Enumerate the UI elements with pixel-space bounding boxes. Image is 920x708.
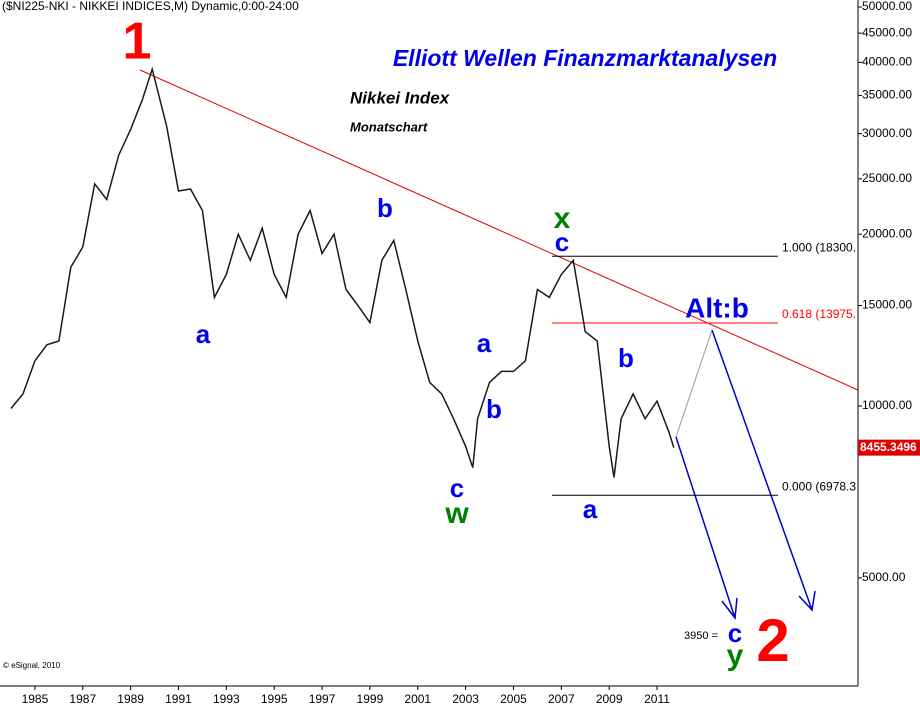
wave-label: a	[196, 319, 211, 349]
projection	[675, 329, 713, 438]
y-tick-label: 10000.00	[862, 398, 912, 412]
y-tick-label: 45000.00	[862, 25, 912, 39]
projection-arrow	[711, 329, 813, 611]
subtitle: Nikkei Index	[350, 88, 451, 107]
wave-label: w	[444, 497, 469, 530]
y-tick-label: 40000.00	[862, 54, 912, 68]
x-tick-label: 2009	[596, 692, 623, 706]
fib-label: 0.000 (6978.3	[782, 479, 856, 493]
wave-label: 2	[756, 607, 789, 674]
x-tick-label: 1993	[213, 692, 240, 706]
credit: © eSignal, 2010	[3, 661, 61, 670]
wave-label: 1	[123, 13, 152, 71]
x-tick-label: 1997	[309, 692, 336, 706]
y-tick-label: 30000.00	[862, 126, 912, 140]
arrowhead	[721, 597, 738, 620]
wave-label: Alt:b	[685, 292, 749, 323]
x-tick-label: 1985	[22, 692, 49, 706]
wave-label: c	[450, 473, 464, 503]
wave-label: a	[583, 494, 598, 524]
wave-label: a	[477, 328, 492, 358]
y-tick-label: 15000.00	[862, 298, 912, 312]
trendline	[139, 69, 859, 391]
wave-label: c	[728, 618, 742, 648]
fib-label: 1.000 (18300.	[782, 240, 856, 254]
last-price-box	[858, 439, 920, 456]
header: ($NI225-NKI - NIKKEI INDICES,M) Dynamic,…	[2, 0, 299, 13]
y-tick-label: 35000.00	[862, 88, 912, 102]
x-tick-label: 1987	[69, 692, 96, 706]
y-tick-label: 25000.00	[862, 171, 912, 185]
x-tick-label: 2003	[452, 692, 479, 706]
x-tick-label: 2001	[404, 692, 431, 706]
x-tick-label: 2005	[500, 692, 527, 706]
wave-label: b	[618, 343, 634, 373]
x-tick-label: 1995	[261, 692, 288, 706]
wave-label: b	[377, 193, 393, 223]
projection-arrow	[675, 436, 736, 619]
y-tick-label: 5000.00	[862, 570, 906, 584]
target-label: 3950 =	[684, 630, 718, 642]
price-line	[10, 66, 675, 478]
y-tick-label: 20000.00	[862, 226, 912, 240]
y-tick-label: 50000.00	[862, 0, 912, 13]
x-tick-label: 1999	[357, 692, 384, 706]
last-price: 8455.3496	[860, 440, 917, 454]
wave-label: x	[554, 202, 571, 235]
x-tick-label: 1989	[117, 692, 144, 706]
subtitle: Monatschart	[350, 119, 428, 134]
chart-title: Elliott Wellen Finanzmarktanalysen	[393, 45, 777, 71]
x-tick-label: 2007	[548, 692, 575, 706]
arrowhead	[798, 590, 816, 612]
x-tick-label: 2011	[644, 692, 670, 706]
fib-label: 0.618 (13975.	[782, 307, 856, 321]
wave-label: c	[555, 227, 569, 257]
wave-label: y	[727, 639, 744, 672]
wave-label: b	[486, 394, 502, 424]
x-tick-label: 1991	[165, 692, 192, 706]
